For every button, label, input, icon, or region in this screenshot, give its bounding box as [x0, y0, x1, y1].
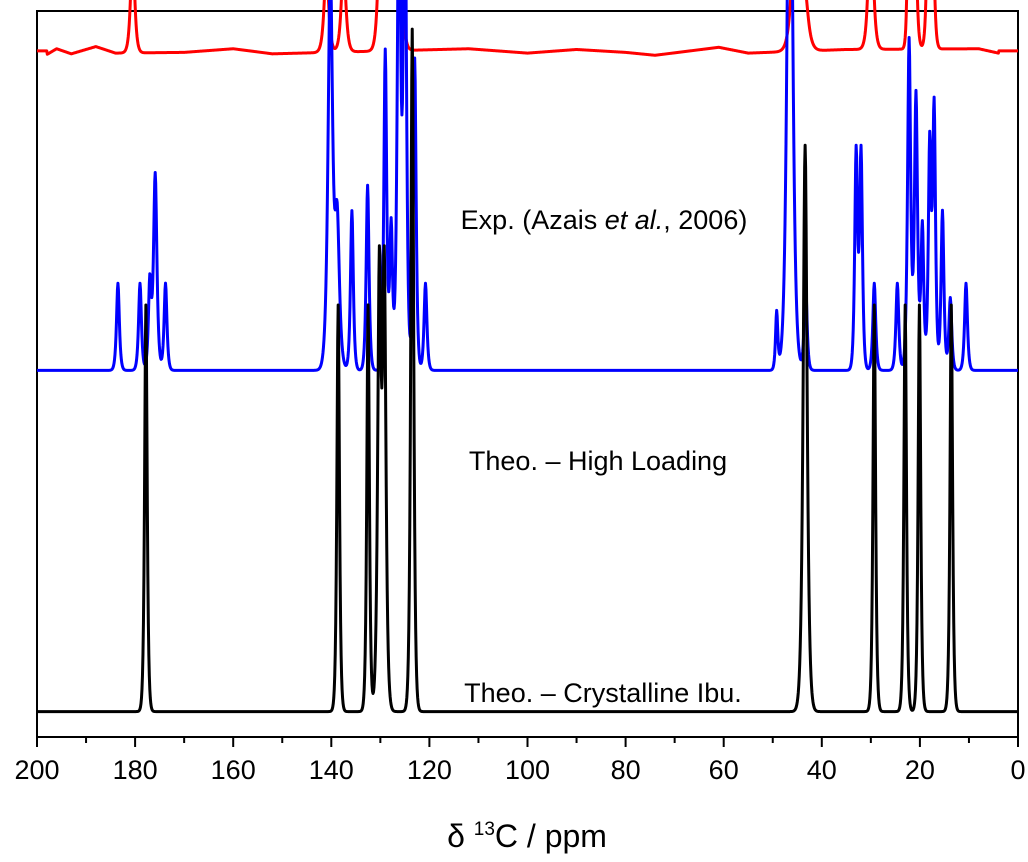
series-line-3	[35, 27, 1020, 714]
x-axis-label: δ 13C / ppm	[447, 818, 607, 854]
x-axis-ticks: 200 180 160 140 120 100 80 60 40 20 0	[14, 737, 1026, 785]
x-axis-label-prefix: δ	[447, 818, 474, 854]
series-line-1	[35, 0, 1020, 57]
x-tick-label: 140	[309, 755, 354, 785]
x-tick-label: 20	[905, 755, 935, 785]
x-axis-label-suffix: C / ppm	[495, 818, 607, 854]
series-label-2: Theo. – High Loading	[469, 446, 727, 476]
x-tick-label: 0	[1010, 755, 1025, 785]
series-line-2	[35, 0, 1020, 372]
series-label-3: Theo. – Crystalline Ibu.	[464, 678, 742, 708]
series-label-part: Theo. – Crystalline Ibu.	[464, 678, 742, 708]
x-tick-label: 80	[611, 755, 641, 785]
x-tick-label: 200	[14, 755, 59, 785]
x-axis-label-superscript: 13	[474, 819, 495, 840]
x-tick-label: 180	[113, 755, 158, 785]
series-label-part: et al.	[605, 205, 664, 235]
x-tick-label: 40	[807, 755, 837, 785]
series-label-part: Theo. – High Loading	[469, 446, 727, 476]
spectra-series	[35, 0, 1020, 714]
x-tick-label: 60	[709, 755, 739, 785]
x-tick-label: 120	[407, 755, 452, 785]
series-label-part: Exp. (Azais	[461, 205, 605, 235]
series-annotations: Exp. (Azais et al., 2006) Theo. – High Lo…	[461, 205, 748, 708]
x-tick-label: 100	[505, 755, 550, 785]
series-label-1: Exp. (Azais et al., 2006)	[461, 205, 748, 235]
series-label-part: , 2006)	[663, 205, 747, 235]
x-tick-label: 160	[211, 755, 256, 785]
